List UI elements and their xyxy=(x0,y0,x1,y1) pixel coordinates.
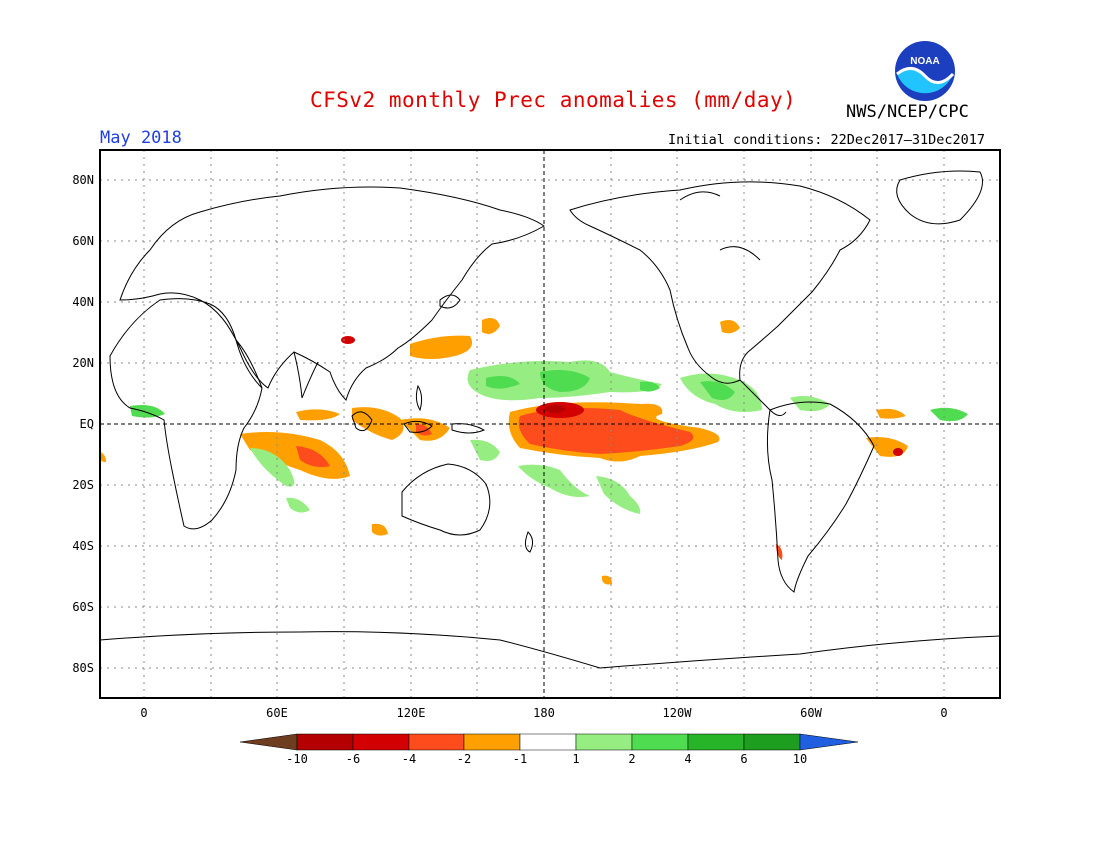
colorbar-label: 10 xyxy=(792,752,808,766)
colorbar-bin xyxy=(519,733,577,751)
colorbar-label: 4 xyxy=(684,752,692,766)
colorbar-bin xyxy=(296,733,354,751)
lat-label-20s: 20S xyxy=(72,478,94,492)
lat-label-80s: 80S xyxy=(72,661,94,675)
lon-label-0: 0 xyxy=(140,706,148,720)
colorbar-label: 2 xyxy=(628,752,636,766)
lat-label-60n: 60N xyxy=(72,234,94,248)
lat-label-20n: 20N xyxy=(72,356,94,370)
colorbar-bin xyxy=(408,733,465,751)
chart-title: CFSv2 monthly Prec anomalies (mm/day) xyxy=(310,88,797,112)
colorbar-label: -1 xyxy=(512,752,528,766)
colorbar-label: -2 xyxy=(456,752,472,766)
lat-label-80n: 80N xyxy=(72,173,94,187)
noaa-logo: NOAA xyxy=(894,40,956,102)
initial-conditions: Initial conditions: 22Dec2017–31Dec2017 xyxy=(668,132,985,148)
lon-label-60w: 60W xyxy=(800,706,822,720)
lon-label-120e: 120E xyxy=(396,706,426,720)
lon-label-180: 180 xyxy=(533,706,555,720)
colorbar-high-arrow xyxy=(799,733,859,751)
colorbar-bin xyxy=(631,733,689,751)
colorbar xyxy=(239,733,859,751)
agency-label: NWS/NCEP/CPC xyxy=(846,102,969,122)
colorbar-label: -6 xyxy=(345,752,361,766)
colorbar-bin xyxy=(575,733,633,751)
lat-label-40n: 40N xyxy=(72,295,94,309)
colorbar-low-arrow xyxy=(239,733,298,751)
lon-label-120w: 120W xyxy=(662,706,692,720)
colorbar-bin xyxy=(352,733,410,751)
coastlines xyxy=(99,170,1001,669)
dry-anomaly-indian-ocean xyxy=(240,432,350,479)
colorbar-bin xyxy=(687,733,745,751)
lat-label-40s: 40S xyxy=(72,539,94,553)
colorbar-bin xyxy=(463,733,521,751)
lat-label-eq: EQ xyxy=(79,417,94,431)
colorbar-bin xyxy=(743,733,801,751)
equator-dateline xyxy=(100,150,1000,698)
anomaly-fields xyxy=(100,318,968,585)
colorbar-label: -10 xyxy=(286,752,308,766)
colorbar-label: 6 xyxy=(740,752,748,766)
lon-label-60e: 60E xyxy=(266,706,288,720)
svg-text:NOAA: NOAA xyxy=(910,56,939,67)
lat-label-60s: 60S xyxy=(72,600,94,614)
valid-month: May 2018 xyxy=(100,128,182,148)
colorbar-label: -4 xyxy=(401,752,417,766)
colorbar-label: 1 xyxy=(572,752,580,766)
lon-label-0-east: 0 xyxy=(940,706,948,720)
